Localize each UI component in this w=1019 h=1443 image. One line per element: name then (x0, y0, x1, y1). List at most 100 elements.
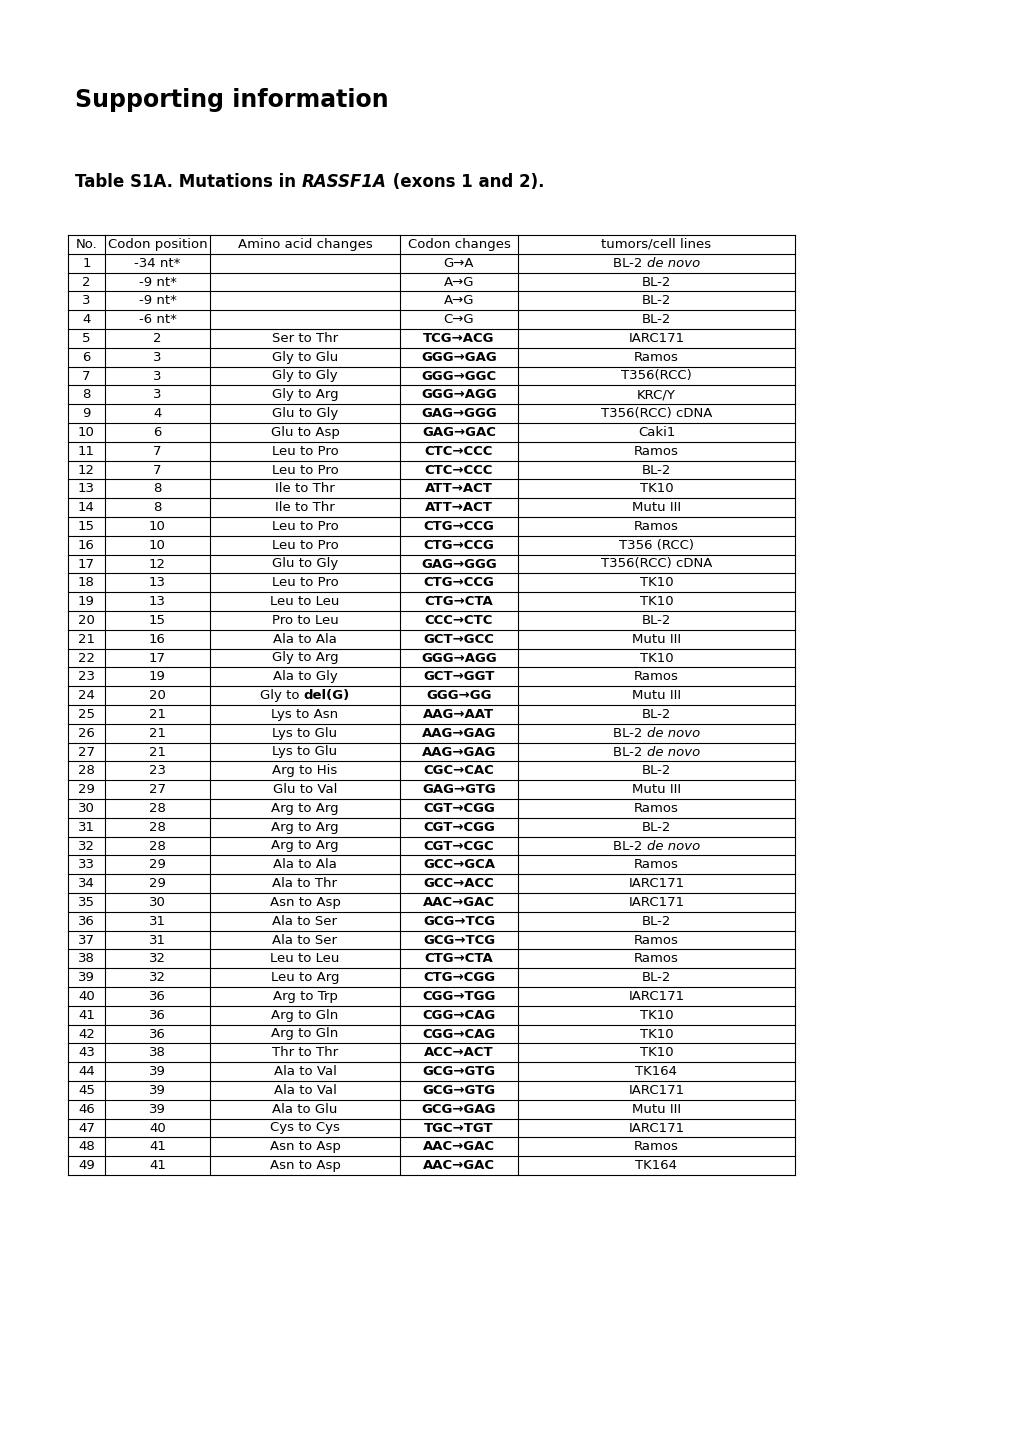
Text: -6 nt*: -6 nt* (139, 313, 176, 326)
Text: Gly to Arg: Gly to Arg (271, 651, 338, 664)
Text: 29: 29 (78, 784, 95, 797)
Text: 35: 35 (77, 896, 95, 909)
Text: 18: 18 (78, 576, 95, 589)
Text: Leu to Leu: Leu to Leu (270, 952, 339, 965)
Text: Arg to Gln: Arg to Gln (271, 1027, 338, 1040)
Text: Ala to Ala: Ala to Ala (273, 632, 336, 645)
Text: GCT→GCC: GCT→GCC (423, 632, 494, 645)
Text: TK10: TK10 (639, 595, 673, 608)
Text: AAG→GAG: AAG→GAG (421, 727, 496, 740)
Text: -34 nt*: -34 nt* (135, 257, 180, 270)
Text: 19: 19 (78, 595, 95, 608)
Text: 26: 26 (78, 727, 95, 740)
Text: GCT→GGT: GCT→GGT (423, 671, 494, 684)
Text: Leu to Arg: Leu to Arg (270, 971, 339, 984)
Text: 3: 3 (153, 388, 162, 401)
Text: IARC171: IARC171 (628, 1084, 684, 1097)
Text: 29: 29 (149, 877, 166, 890)
Text: CGT→CGC: CGT→CGC (423, 840, 494, 853)
Text: Glu to Gly: Glu to Gly (272, 407, 337, 420)
Text: IARC171: IARC171 (628, 990, 684, 1003)
Text: 41: 41 (149, 1140, 166, 1153)
Text: 8: 8 (83, 388, 91, 401)
Text: 1: 1 (83, 257, 91, 270)
Text: CTG→CCG: CTG→CCG (423, 538, 494, 551)
Text: BL-2: BL-2 (641, 821, 671, 834)
Text: 11: 11 (77, 444, 95, 457)
Text: del(G): del(G) (304, 690, 350, 703)
Text: 17: 17 (77, 557, 95, 570)
Text: GAG→GAC: GAG→GAC (422, 426, 495, 439)
Text: Lys to Glu: Lys to Glu (272, 727, 337, 740)
Text: BL-2: BL-2 (612, 746, 646, 759)
Text: 10: 10 (149, 519, 166, 532)
Text: KRC/Y: KRC/Y (637, 388, 676, 401)
Text: 36: 36 (149, 1009, 166, 1022)
Text: 40: 40 (149, 1121, 166, 1134)
Text: GAG→GTG: GAG→GTG (422, 784, 495, 797)
Text: Arg to His: Arg to His (272, 765, 337, 778)
Text: TK10: TK10 (639, 1009, 673, 1022)
Text: de novo: de novo (646, 727, 699, 740)
Text: Ala to Gly: Ala to Gly (272, 671, 337, 684)
Text: AAC→GAC: AAC→GAC (423, 1140, 494, 1153)
Text: 8: 8 (153, 501, 162, 514)
Text: 12: 12 (149, 557, 166, 570)
Text: BL-2: BL-2 (641, 765, 671, 778)
Text: CTG→CTA: CTG→CTA (424, 952, 493, 965)
Text: 5: 5 (83, 332, 91, 345)
Text: IARC171: IARC171 (628, 877, 684, 890)
Text: Mutu III: Mutu III (632, 501, 681, 514)
Text: Arg to Gln: Arg to Gln (271, 1009, 338, 1022)
Text: CTG→CGG: CTG→CGG (423, 971, 494, 984)
Text: Ramos: Ramos (634, 671, 679, 684)
Text: GAG→GGG: GAG→GGG (421, 407, 496, 420)
Text: 32: 32 (77, 840, 95, 853)
Text: Amino acid changes: Amino acid changes (237, 238, 372, 251)
Text: TK10: TK10 (639, 651, 673, 664)
Text: ACC→ACT: ACC→ACT (424, 1046, 493, 1059)
Text: 33: 33 (77, 859, 95, 872)
Text: 39: 39 (78, 971, 95, 984)
Text: 13: 13 (77, 482, 95, 495)
Text: 39: 39 (149, 1065, 166, 1078)
Text: CTG→CCG: CTG→CCG (423, 576, 494, 589)
Text: 37: 37 (77, 934, 95, 947)
Text: 23: 23 (149, 765, 166, 778)
Text: 4: 4 (83, 313, 91, 326)
Text: Leu to Pro: Leu to Pro (271, 538, 338, 551)
Text: 45: 45 (78, 1084, 95, 1097)
Text: Asn to Asp: Asn to Asp (269, 1140, 340, 1153)
Text: 6: 6 (83, 351, 91, 364)
Text: 42: 42 (78, 1027, 95, 1040)
Text: T356(RCC) cDNA: T356(RCC) cDNA (600, 407, 711, 420)
Text: 12: 12 (77, 463, 95, 476)
Text: Cys to Cys: Cys to Cys (270, 1121, 339, 1134)
Text: BL-2: BL-2 (641, 613, 671, 626)
Text: 28: 28 (78, 765, 95, 778)
Text: IARC171: IARC171 (628, 332, 684, 345)
Text: 16: 16 (78, 538, 95, 551)
Text: 16: 16 (149, 632, 166, 645)
Text: 49: 49 (78, 1159, 95, 1172)
Text: CTC→CCC: CTC→CCC (424, 444, 493, 457)
Text: Codon changes: Codon changes (408, 238, 510, 251)
Text: TCG→ACG: TCG→ACG (423, 332, 494, 345)
Text: 7: 7 (153, 444, 162, 457)
Text: Lys to Glu: Lys to Glu (272, 746, 337, 759)
Text: A→G: A→G (443, 276, 474, 289)
Text: de novo: de novo (646, 257, 699, 270)
Text: Arg to Arg: Arg to Arg (271, 821, 338, 834)
Text: TK10: TK10 (639, 576, 673, 589)
Text: T356(RCC): T356(RCC) (621, 369, 691, 382)
Text: Gly to Gly: Gly to Gly (272, 369, 337, 382)
Text: 36: 36 (149, 1027, 166, 1040)
Text: Ala to Glu: Ala to Glu (272, 1102, 337, 1115)
Text: Ramos: Ramos (634, 859, 679, 872)
Text: 38: 38 (78, 952, 95, 965)
Text: Lys to Asn: Lys to Asn (271, 709, 338, 722)
Text: Asn to Asp: Asn to Asp (269, 1159, 340, 1172)
Text: TGC→TGT: TGC→TGT (424, 1121, 493, 1134)
Text: 10: 10 (78, 426, 95, 439)
Text: GGG→GAG: GGG→GAG (421, 351, 496, 364)
